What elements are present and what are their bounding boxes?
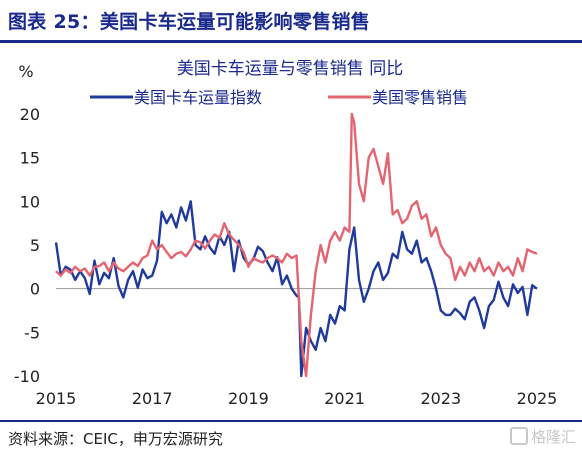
y-tick-label: 5 (30, 236, 40, 255)
plot-area (54, 112, 538, 378)
chart-title: 美国卡车运量与零售销售 同比 (177, 59, 403, 79)
legend: 美国卡车运量指数 美国零售销售 (90, 88, 468, 107)
watermark: 格隆汇 (509, 426, 576, 447)
figure-title: 图表 25：美国卡车运量可能影响零售销售 (8, 11, 371, 33)
line-chart: 美国卡车运量与零售销售 同比 % 美国卡车运量指数 美国零售销售 2015105… (14, 59, 558, 408)
y-tick-label: 0 (30, 280, 40, 299)
legend-label-retail: 美国零售销售 (372, 88, 468, 107)
watermark-text: 格隆汇 (530, 428, 576, 446)
figure-header: 图表 25：美国卡车运量可能影响零售销售 (0, 0, 582, 44)
y-axis: 20 15 10 5 0 -5 -10 (14, 105, 40, 386)
x-tick-label: 2023 (420, 389, 461, 408)
footer-rule (0, 420, 582, 422)
x-tick-label: 2025 (517, 389, 558, 408)
y-tick-label: -10 (14, 367, 40, 386)
source-note: 资料来源：CEIC，申万宏源研究 (8, 430, 223, 448)
legend-label-truck: 美国卡车运量指数 (134, 88, 262, 107)
x-tick-label: 2019 (228, 389, 269, 408)
x-axis: 2015 2017 2019 2021 2023 2025 (36, 389, 558, 408)
y-tick-label: 20 (20, 105, 40, 124)
watermark-logo-icon (509, 427, 528, 445)
x-tick-label: 2017 (132, 389, 173, 408)
series-line-retail (55, 112, 538, 378)
y-tick-label: 15 (20, 149, 40, 168)
y-unit-label: % (18, 62, 33, 81)
x-tick-label: 2015 (36, 389, 77, 408)
y-tick-label: -5 (24, 323, 40, 342)
header-rule (0, 40, 582, 43)
y-tick-label: 10 (20, 192, 40, 211)
x-tick-label: 2021 (324, 389, 365, 408)
